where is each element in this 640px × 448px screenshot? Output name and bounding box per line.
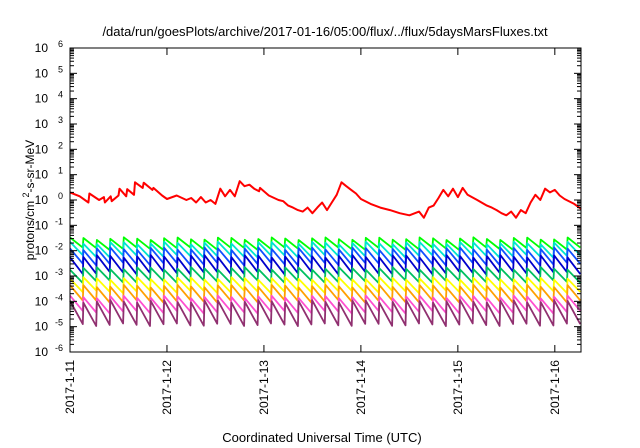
y-tick-label: 10 0 [35,191,63,207]
y-tick-label: 10 6 [35,39,63,55]
y-tick-base: 10 [35,320,49,334]
y-tick-base: 10 [35,193,49,207]
series-line-3 [69,246,581,267]
y-axis-label: protons/cm 2-s-sr-MeV [21,140,37,260]
x-tick-label: 2017-1-13 [257,360,271,415]
axis-layer: 10 -610 -510 -410 -310 -210 -110 010 110 210 310 41… [35,39,581,415]
y-axis-label-text: protons/cm [23,201,37,260]
y-tick-label: 10 4 [35,90,63,106]
series-line-0 [69,180,582,219]
y-tick-exponent: 4 [58,90,63,100]
y-tick-base: 10 [35,345,49,359]
y-tick-base: 10 [35,92,49,106]
y-tick-label: 10 -5 [35,318,63,334]
chart-title: /data/run/goesPlots/archive/2017-01-16/0… [102,24,548,39]
y-tick-label: 10 -6 [35,343,63,359]
y-tick-exponent: 3 [58,115,63,125]
y-tick-exponent: -5 [55,318,63,328]
series-line-9 [69,299,582,327]
x-axis-label: Coordinated Universal Time (UTC) [222,430,421,445]
x-tick-label: 2017-1-14 [354,360,368,415]
y-tick-base: 10 [35,244,49,258]
y-tick-base: 10 [35,41,49,55]
series-line-5 [69,266,581,284]
x-tick-label: 2017-1-12 [160,360,174,415]
x-tick-label: 2017-1-15 [451,360,465,415]
y-tick-exponent: -4 [55,292,63,302]
y-tick-exponent: -6 [55,343,63,353]
y-tick-exponent: 6 [58,39,63,49]
y-tick-base: 10 [35,142,49,156]
y-axis-label-superscript: 2 [21,192,31,197]
y-tick-exponent: 0 [58,191,63,201]
y-tick-exponent: -2 [55,242,63,252]
y-tick-label: 10 -3 [35,267,63,283]
y-tick-base: 10 [35,117,49,131]
y-tick-label: 10 2 [35,140,63,156]
y-tick-base: 10 [35,218,49,232]
plot-frame [69,47,582,353]
y-axis-label-rest: -s-sr-MeV [23,140,37,193]
y-tick-exponent: -3 [55,267,63,277]
y-tick-base: 10 [35,168,49,182]
y-tick-exponent: 2 [58,140,63,150]
y-tick-exponent: 5 [58,64,63,74]
y-tick-base: 10 [35,294,49,308]
y-tick-base: 10 [35,269,49,283]
series-layer [69,180,582,327]
y-tick-exponent: 1 [58,166,63,176]
y-tick-label: 10 -1 [35,216,63,232]
y-tick-label: 10 -4 [35,292,63,308]
y-tick-base: 10 [35,66,49,80]
y-tick-exponent: -1 [55,216,63,226]
y-tick-label: 10 3 [35,115,63,131]
y-tick-label: 10 1 [35,166,63,182]
series-line-4 [69,254,582,276]
series-line-7 [69,283,581,304]
x-tick-label: 2017-1-16 [548,360,562,415]
y-tick-label: 10 -2 [35,242,63,258]
x-tick-label: 2017-1-11 [63,360,77,414]
y-tick-label: 10 5 [35,64,63,80]
